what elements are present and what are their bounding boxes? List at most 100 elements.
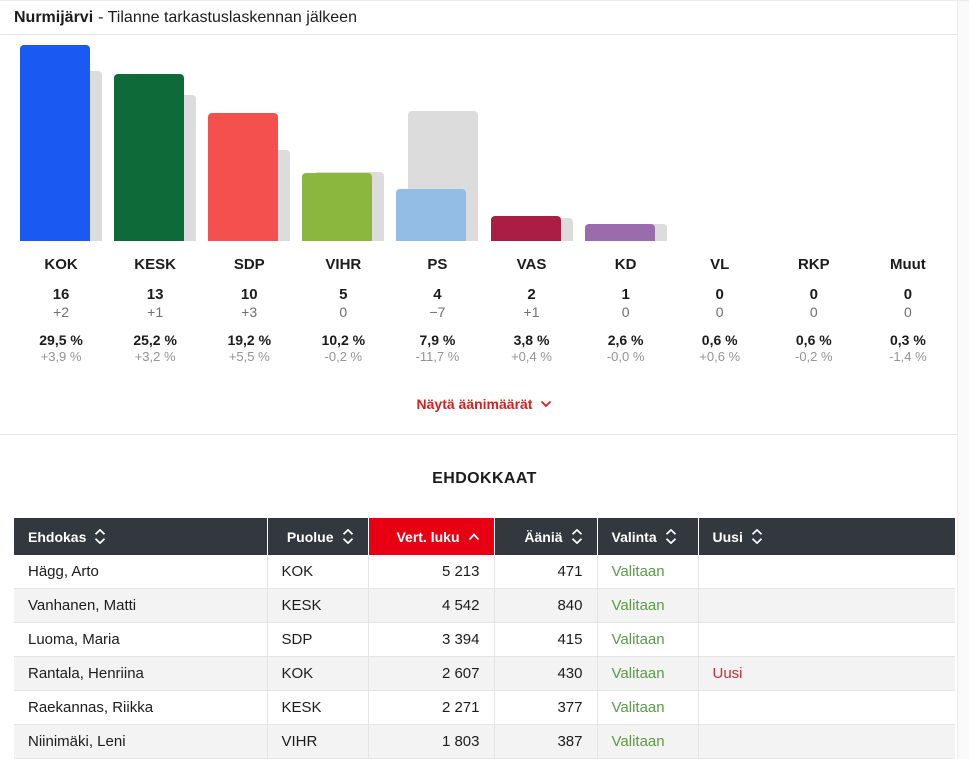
cell-votes: 430 [493,656,597,691]
party-percent-change-sdp: +5,5 % [228,349,270,364]
cell-party: VIHR [266,724,368,759]
party-seats-kesk: 13 [146,286,164,303]
cell-party: KOK [266,555,368,589]
party-percent-change-vl: +0,6 % [699,349,741,364]
party-seats-kd: 1 [621,286,630,303]
cell-vert-luku: 5 213 [367,555,494,589]
count-status: - Tilanne tarkastuslaskennan jälkeen [98,8,357,26]
table-row: Vanhanen, Matti KESK 4 542 840 Valitaan [14,588,955,623]
party-abbr-vihr: VIHR [325,256,362,273]
cell-votes: 840 [493,588,597,623]
party-seats-rkp: 0 [809,286,818,303]
cell-vert-luku: 2 607 [367,656,494,691]
chevron-down-icon [541,400,552,408]
column-header-label-valinta: Valinta [612,529,677,545]
column-header-label-vert-luku: Vert. luku [396,529,479,545]
column-header-label-ääniä: Ääniä [524,529,582,545]
sort-icon [342,529,353,544]
party-columns: KOK 16 +2 29,5 % +3,9 % KESK 13 +1 25,2 % +3,2 % S… [0,45,969,365]
party-percent-kesk: 25,2 % [133,332,177,348]
bar-current-kok [20,45,91,241]
party-percent-vihr: 10,2 % [321,332,366,348]
party-percent-change-vas: +0,4 % [511,349,552,364]
party-abbr-kok: KOK [44,256,78,273]
cell-party: KOK [266,656,368,691]
sort-asc-icon [468,533,479,541]
party-percent-change-muut: -1,4 % [889,349,927,364]
party-seat-change-kd: 0 [621,304,630,320]
party-abbr-ps: PS [427,256,448,273]
cell-uusi: Uusi [697,656,955,691]
party-abbr-rkp: RKP [797,256,830,273]
party-column-vas: VAS 2 +1 3,8 % +0,4 % [484,45,578,365]
bar-current-kd [584,224,655,241]
cell-party: KESK [266,690,368,725]
column-header-puolue[interactable]: Puolue [266,518,368,555]
party-percent-ps: 7,9 % [419,332,456,348]
bar-current-ps [396,189,467,241]
party-percent-change-ps: -11,7 % [415,349,460,364]
party-percent-change-kesk: +3,2 % [134,349,176,364]
party-seat-change-vas: +1 [523,304,540,320]
party-abbr-muut: Muut [889,256,926,273]
page-title: Nurmijärvi - Tilanne tarkastuslaskennan … [14,9,357,27]
cell-valinta: Valitaan [596,622,698,657]
cell-votes: 471 [493,555,597,589]
cell-uusi [697,622,955,657]
party-percent-change-kok: +3,9 % [40,349,82,364]
bar-area-kok [14,45,108,241]
bar-current-kesk [114,74,185,241]
table-row: Hägg, Arto KOK 5 213 471 Valitaan [14,555,955,589]
party-seats-vihr: 5 [339,286,348,303]
sort-icon [751,529,762,544]
candidates-heading: EHDOKKAAT [432,470,537,487]
column-header-ääniä[interactable]: Ääniä [493,518,597,555]
column-label: Puolue [286,528,334,545]
party-percent-kok: 29,5 % [39,332,83,348]
party-percent-sdp: 19,2 % [227,332,272,348]
cell-party: SDP [266,622,368,657]
cell-vert-luku: 4 542 [367,588,494,623]
cell-candidate: Hägg, Arto [14,555,267,589]
header-row: Ehdokas Puolue Vert. luku Ääniä Valinta Uusi [14,518,955,555]
table-row: Luoma, Maria SDP 3 394 415 Valitaan [14,622,955,657]
show-votes-link[interactable]: Näytä äänimäärät [0,396,969,412]
page-header: Nurmijärvi - Tilanne tarkastuslaskennan … [0,1,969,35]
cell-valinta: Valitaan [596,690,698,725]
party-column-kok: KOK 16 +2 29,5 % +3,9 % [14,45,108,365]
column-header-vert-luku[interactable]: Vert. luku [367,518,494,555]
scrollbar-track[interactable] [957,1,969,759]
cell-candidate: Rantala, Henriina [14,656,267,691]
party-seat-change-vihr: 0 [339,304,348,320]
column-header-ehdokas[interactable]: Ehdokas [14,518,267,555]
party-seat-change-sdp: +3 [241,304,258,320]
column-header-label-uusi: Uusi [713,529,763,545]
sort-icon [665,529,676,544]
column-label: Ääniä [524,528,563,545]
party-abbr-vas: VAS [516,256,547,273]
cell-vert-luku: 1 803 [367,724,494,759]
party-seats-vas: 2 [527,286,536,303]
column-label: Valinta [611,528,657,545]
show-votes-label: Näytä äänimäärät [416,396,533,412]
cell-candidate: Raekannas, Riikka [14,690,267,725]
candidates-table: Ehdokas Puolue Vert. luku Ääniä Valinta Uusi … [14,518,955,759]
party-abbr-sdp: SDP [233,256,265,273]
column-header-uusi[interactable]: Uusi [697,518,955,555]
table-row: Raekannas, Riikka KESK 2 271 377 Valitaan [14,690,955,725]
sort-icon [571,529,582,544]
party-column-ps: PS 4 −7 7,9 % -11,7 % [390,45,484,365]
party-seats-kok: 16 [52,286,70,303]
party-column-vl: VL 0 0 0,6 % +0,6 % [673,45,767,365]
column-header-valinta[interactable]: Valinta [596,518,698,555]
cell-candidate: Niinimäki, Leni [14,724,267,759]
party-abbr-kesk: KESK [134,256,176,273]
sort-icon [95,529,106,544]
bar-area-kd [579,45,673,241]
column-label: Vert. luku [396,528,460,545]
cell-votes: 377 [493,690,597,725]
party-column-sdp: SDP 10 +3 19,2 % +5,5 % [202,45,296,365]
party-column-muut: Muut 0 0 0,3 % -1,4 % [861,45,955,365]
party-percent-change-vihr: -0,2 % [324,349,363,364]
party-seats-sdp: 10 [240,286,258,303]
